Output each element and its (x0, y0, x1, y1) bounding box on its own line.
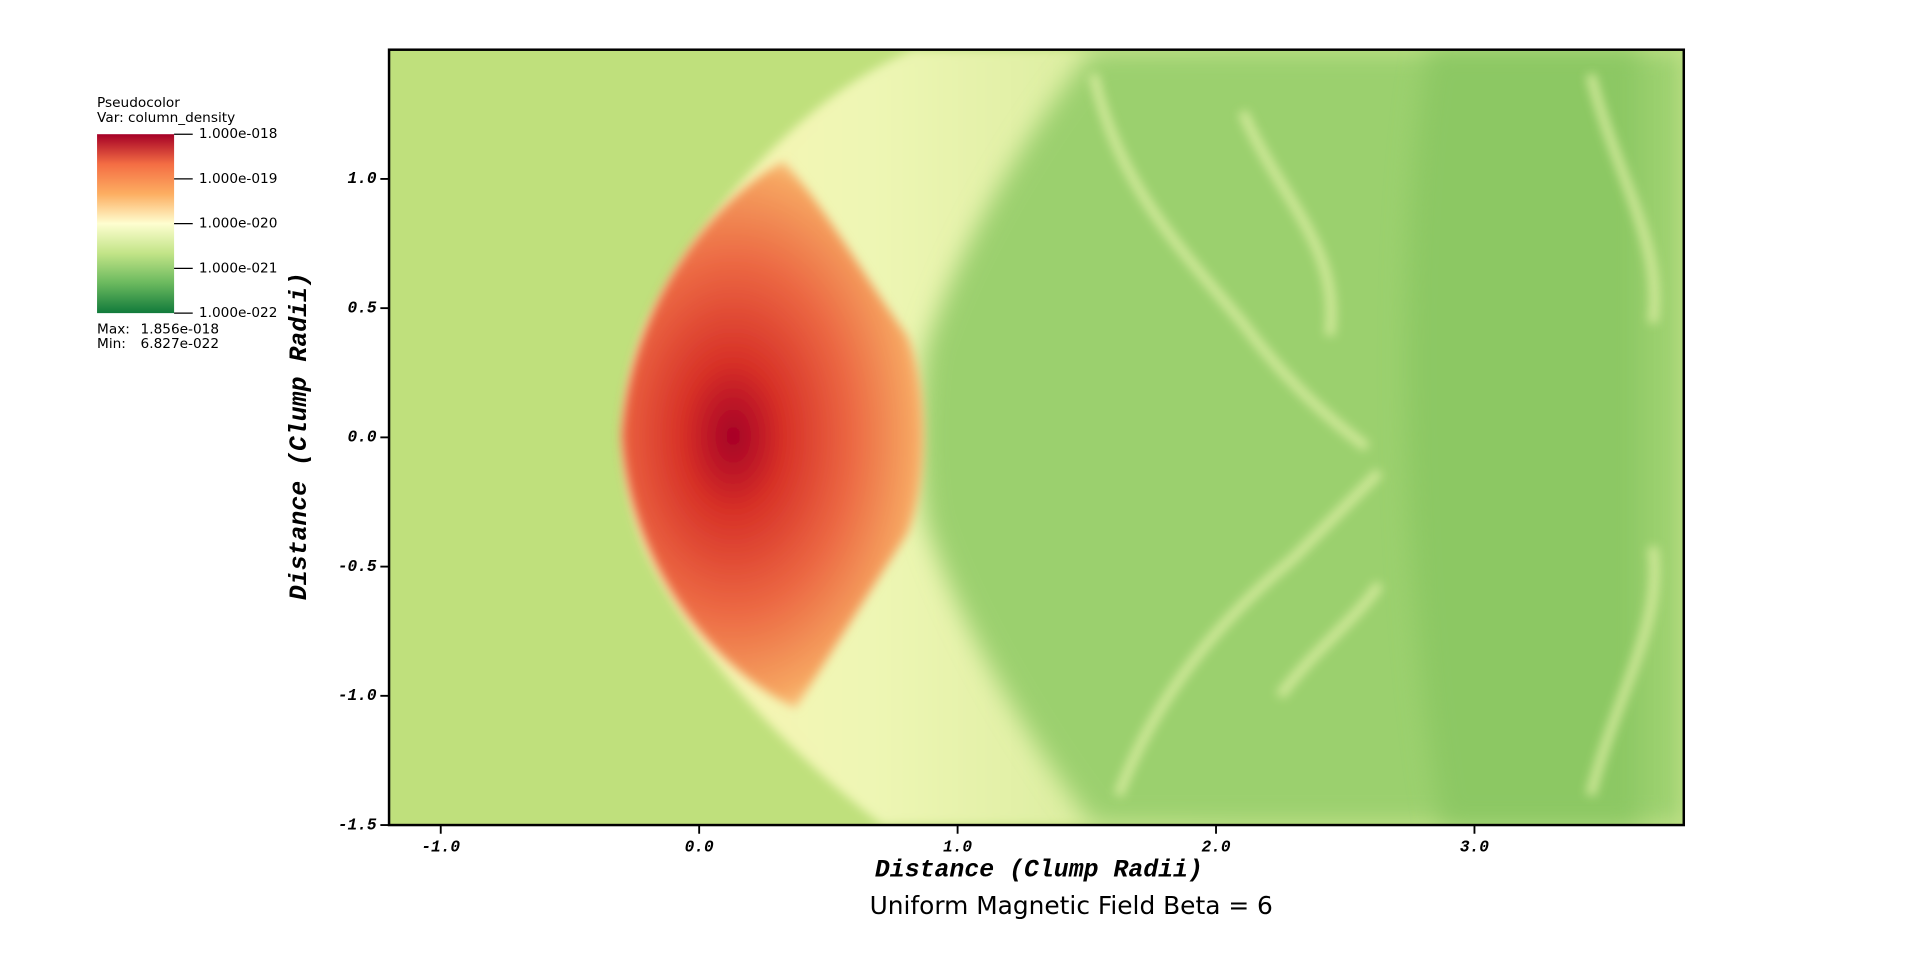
colorbar (97, 134, 175, 314)
x-tick-label: 0.0 (685, 839, 714, 857)
y-tick-label: 0.5 (348, 299, 377, 317)
y-axis-label: Distance (Clump Radii) (286, 272, 314, 600)
x-tick-label: 2.0 (1201, 839, 1230, 857)
colorbar-tick-label: 1.000e-018 (199, 126, 278, 142)
x-axis-label: Distance (Clump Radii) (875, 856, 1203, 884)
legend-variable: Var: column_density (97, 110, 235, 126)
y-tick-label: -1.0 (338, 687, 377, 705)
colorbar-tick-label: 1.000e-020 (199, 216, 278, 232)
chart-title: Uniform Magnetic Field Beta = 6 (870, 891, 1273, 920)
colorbar-tick-label: 1.000e-021 (199, 260, 278, 276)
wake-core (1406, 49, 1641, 826)
legend-max-label: Max: (97, 321, 130, 337)
field-image (389, 49, 1684, 826)
x-tick-label: 3.0 (1460, 839, 1489, 857)
legend-max: 1.856e-018 (141, 321, 220, 337)
legend-min: 6.827e-022 (141, 336, 220, 352)
y-tick-label: 1.0 (348, 170, 377, 188)
y-tick-label: -0.5 (338, 558, 377, 576)
legend-title: Pseudocolor (97, 95, 180, 111)
colorbar-tick-label: 1.000e-022 (199, 305, 278, 321)
clump (621, 161, 924, 709)
colorbar-tick-label: 1.000e-019 (199, 171, 278, 187)
wisps (1088, 73, 1660, 797)
legend-min-label: Min: (97, 336, 126, 352)
y-tick-label: -1.5 (338, 816, 377, 834)
x-tick-label: 1.0 (943, 839, 972, 857)
y-tick-label: 0.0 (348, 429, 377, 447)
x-tick-label: -1.0 (421, 839, 460, 857)
